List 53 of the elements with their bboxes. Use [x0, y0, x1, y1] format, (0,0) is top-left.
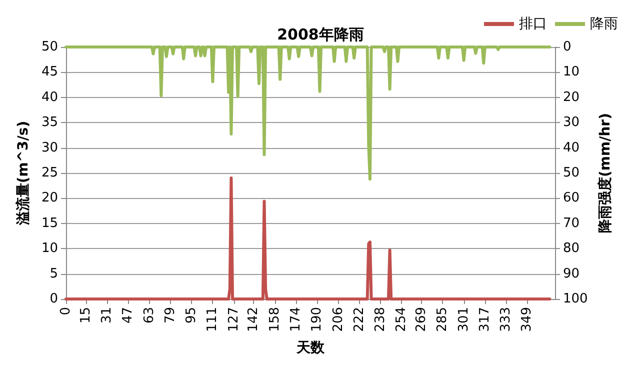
x-tick-label: 174 — [288, 307, 304, 332]
x-tick-label: 301 — [456, 307, 472, 332]
x-tick-label: 285 — [435, 307, 450, 332]
x-tick-label: 206 — [330, 307, 346, 332]
x-tick-label: 158 — [267, 307, 282, 332]
legend-label: 排口 — [519, 16, 547, 32]
y-tick-label: 0 — [50, 292, 58, 306]
line-series — [64, 46, 552, 181]
x-tick-label: 15 — [78, 307, 94, 324]
y-tick-label: 20 — [41, 190, 58, 206]
x-tick-label: 349 — [520, 307, 535, 332]
x-tick-label: 317 — [477, 307, 492, 332]
x-tick-label: 269 — [414, 307, 430, 332]
y2-tick-label: 100 — [563, 292, 588, 306]
x-tick-label: 190 — [310, 307, 325, 332]
y-tick-label: 40 — [41, 90, 58, 105]
legend-label: 降雨 — [590, 16, 618, 32]
y2-tick-label: 40 — [563, 140, 580, 156]
y-tick-label: 30 — [41, 140, 58, 156]
x-tick-label: 31 — [99, 307, 114, 324]
y2-tick-label: 80 — [563, 241, 580, 256]
x-tick-label: 79 — [162, 307, 178, 324]
y2-tick-label: 0 — [563, 40, 572, 54]
x-tick-label: 254 — [394, 307, 410, 332]
x-tick-label: 222 — [352, 307, 367, 332]
y-tick-label: 25 — [41, 166, 58, 180]
line-series — [64, 176, 552, 300]
chart-title: 2008年降雨 — [277, 26, 364, 44]
y2-tick-label: 70 — [563, 216, 580, 231]
y2-tick-label: 30 — [563, 115, 580, 130]
y-tick-label: 10 — [41, 241, 58, 256]
y2-axis-title: 降雨强度(mm/hr) — [596, 113, 614, 233]
x-tick-label: 238 — [373, 307, 388, 332]
x-tick-label: 0 — [58, 307, 74, 316]
y-tick-label: 15 — [41, 216, 58, 231]
x-tick-label: 47 — [120, 307, 136, 324]
y-tick-label: 45 — [41, 64, 58, 80]
x-tick-label: 333 — [498, 307, 514, 332]
x-tick-label: 142 — [246, 307, 262, 332]
y-axis-title: 溢流量(m^3/s) — [14, 120, 32, 226]
y2-tick-label: 20 — [563, 90, 580, 105]
y-tick-label: 50 — [41, 40, 58, 54]
y2-tick-label: 10 — [563, 64, 580, 80]
y2-tick-label: 90 — [563, 266, 580, 282]
x-tick-label: 63 — [142, 307, 157, 324]
y2-tick-label: 50 — [563, 166, 580, 180]
y2-tick-label: 60 — [563, 190, 580, 206]
x-tick-label: 95 — [184, 307, 200, 324]
x-axis-title: 天数 — [296, 340, 326, 356]
y-tick-label: 35 — [41, 115, 58, 130]
x-tick-label: 127 — [226, 307, 242, 332]
x-tick-label: 111 — [205, 307, 220, 332]
y-tick-label: 5 — [50, 266, 58, 282]
